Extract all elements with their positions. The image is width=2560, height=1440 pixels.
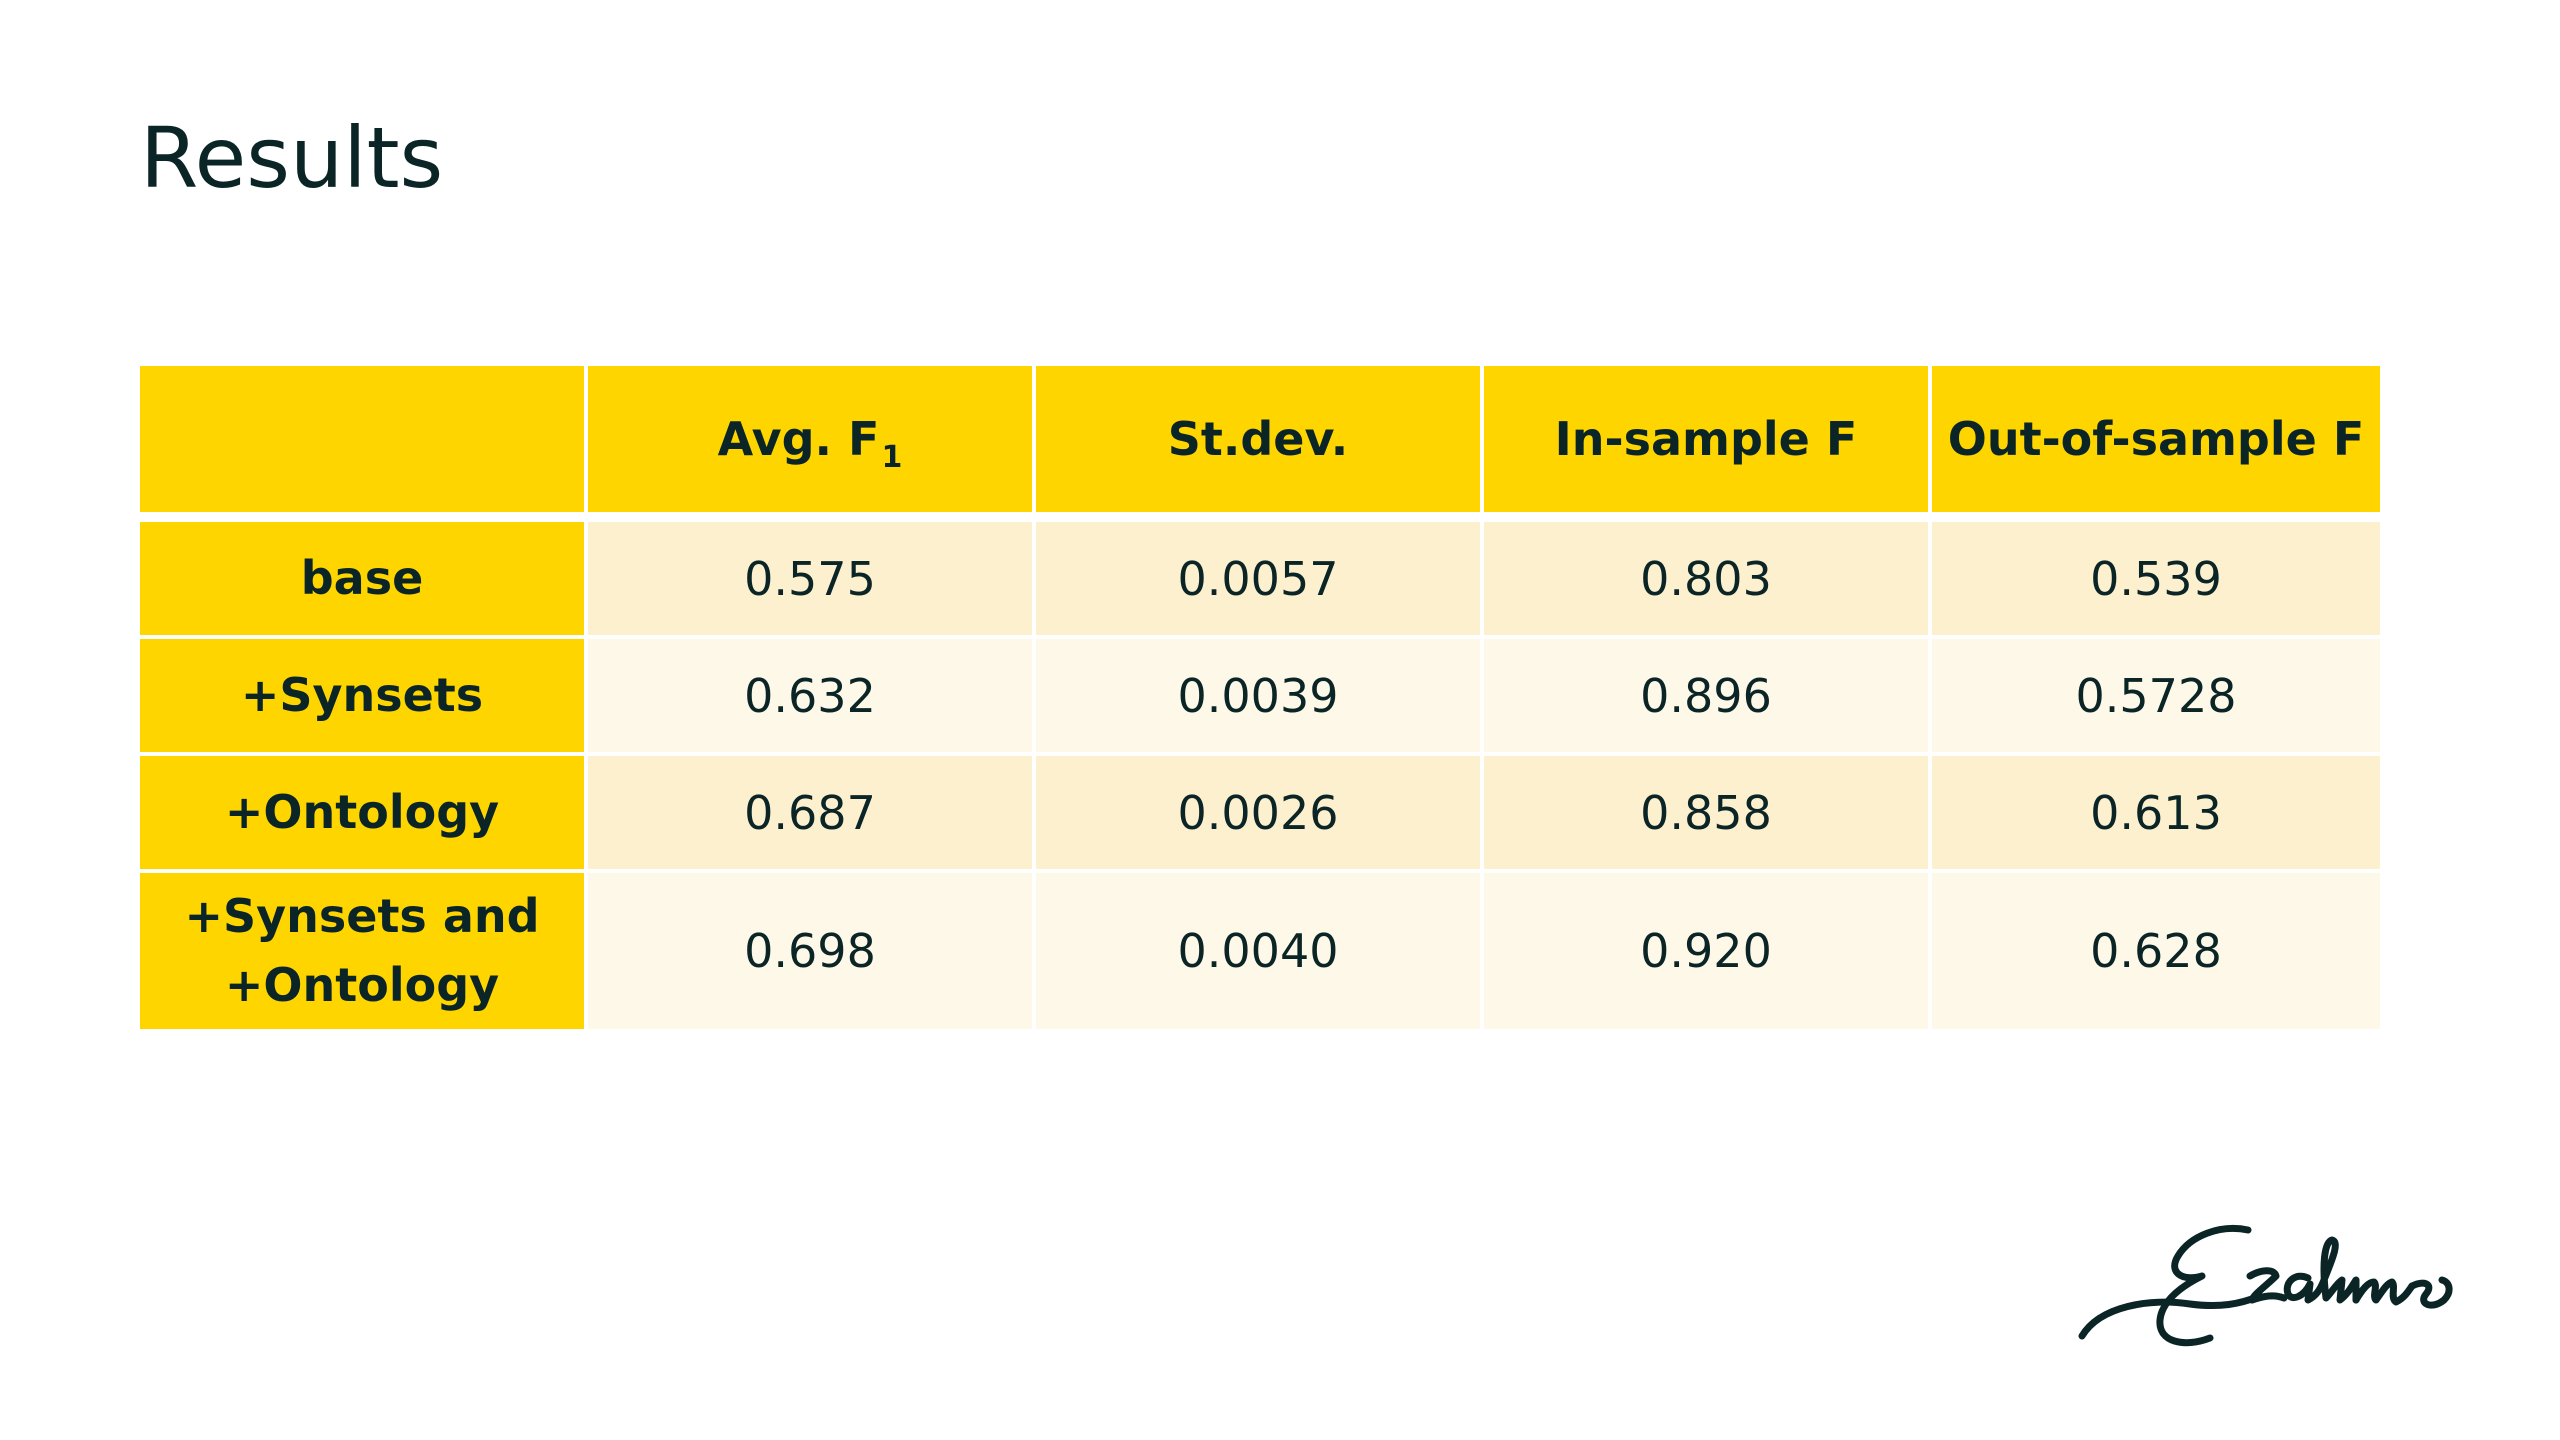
cell-stdev: 0.0040: [1036, 873, 1484, 1029]
table-row: +Synsets 0.632 0.0039 0.896 0.5728: [140, 639, 2380, 756]
header-avg-f1-subscript: 1: [881, 439, 903, 475]
table-row: +Synsets and +Ontology 0.698 0.0040 0.92…: [140, 873, 2380, 1029]
row-label: +Synsets and +Ontology: [140, 873, 588, 1029]
table-row: base 0.575 0.0057 0.803 0.539: [140, 522, 2380, 639]
cell-avg-f1: 0.575: [588, 522, 1036, 639]
cell-in-sample: 0.896: [1484, 639, 1932, 756]
cell-in-sample: 0.803: [1484, 522, 1932, 639]
cell-avg-f1: 0.687: [588, 756, 1036, 873]
header-avg-f1-label: Avg. F: [717, 411, 880, 466]
header-corner-cell: [140, 366, 588, 522]
header-out-of-sample: Out-of-sample F: [1932, 366, 2380, 522]
cell-avg-f1: 0.632: [588, 639, 1036, 756]
table-header-row: Avg. F1 St.dev. In-sample F Out-of-sampl…: [140, 366, 2380, 522]
header-avg-f1: Avg. F1: [588, 366, 1036, 522]
cell-in-sample: 0.920: [1484, 873, 1932, 1029]
row-label: base: [140, 522, 588, 639]
header-in-sample: In-sample F: [1484, 366, 1932, 522]
row-label: +Synsets: [140, 639, 588, 756]
cell-out-of-sample: 0.5728: [1932, 639, 2380, 756]
cell-in-sample: 0.858: [1484, 756, 1932, 873]
row-label: +Ontology: [140, 756, 588, 873]
slide-title: Results: [140, 109, 444, 207]
table-row: +Ontology 0.687 0.0026 0.858 0.613: [140, 756, 2380, 873]
cell-out-of-sample: 0.628: [1932, 873, 2380, 1029]
cell-stdev: 0.0039: [1036, 639, 1484, 756]
header-stdev: St.dev.: [1036, 366, 1484, 522]
cell-out-of-sample: 0.539: [1932, 522, 2380, 639]
cell-avg-f1: 0.698: [588, 873, 1036, 1029]
cell-stdev: 0.0026: [1036, 756, 1484, 873]
cell-stdev: 0.0057: [1036, 522, 1484, 639]
cell-out-of-sample: 0.613: [1932, 756, 2380, 873]
results-table: Avg. F1 St.dev. In-sample F Out-of-sampl…: [140, 366, 2380, 1029]
erasmus-signature-logo-icon: [2078, 1224, 2453, 1347]
